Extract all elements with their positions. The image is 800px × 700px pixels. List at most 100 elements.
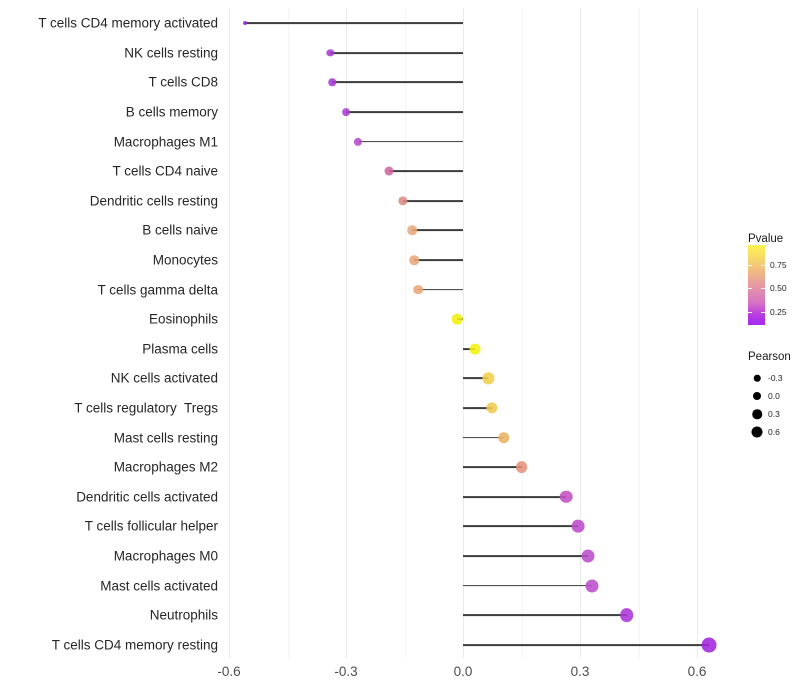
minor-gridline (638, 8, 640, 658)
data-point-dot (353, 137, 362, 146)
data-point-dot (469, 343, 481, 355)
category-label: Eosinophils (148, 311, 218, 327)
data-point-dot (581, 549, 595, 563)
lollipop-stem (463, 377, 489, 380)
major-gridline (697, 8, 698, 658)
category-label: Macrophages M1 (113, 134, 218, 150)
data-point-dot (384, 166, 394, 176)
data-point-dot (482, 372, 494, 384)
pvalue-colorbar (748, 245, 765, 325)
pearson-legend-label: 0.0 (768, 391, 780, 401)
data-point-dot (571, 519, 585, 533)
data-point-dot (585, 579, 599, 593)
category-label: T cells regulatory Tregs (74, 400, 218, 416)
lollipop-stem (388, 170, 463, 173)
category-label: Mast cells resting (113, 430, 218, 446)
category-label: Neutrophils (149, 607, 218, 623)
category-label: Plasma cells (142, 341, 218, 357)
data-point-dot (560, 490, 573, 504)
data-point-dot (515, 461, 528, 474)
data-point-dot (342, 108, 350, 116)
data-point-dot (397, 196, 408, 206)
lollipop-stem (463, 466, 522, 469)
major-gridline (463, 8, 464, 658)
colorbar-tick (761, 312, 765, 314)
colorbar-tick-label: 0.50 (770, 283, 787, 294)
category-label: Monocytes (152, 252, 218, 268)
data-point-dot (498, 431, 510, 444)
major-gridline (346, 8, 347, 658)
data-point-dot (328, 78, 337, 87)
major-gridline (580, 8, 581, 658)
data-point-dot (486, 402, 498, 414)
colorbar-tick-label: 0.75 (770, 260, 787, 270)
colorbar-tick (761, 265, 765, 266)
lollipop-stem (463, 347, 475, 350)
data-point-dot (407, 225, 418, 236)
lollipop-stem (346, 111, 463, 113)
colorbar-tick (748, 288, 752, 290)
x-tick-label: -0.3 (334, 664, 358, 679)
category-label: B cells memory (125, 104, 218, 120)
category-label: T cells follicular helper (84, 518, 218, 534)
lollipop-stem (463, 584, 592, 587)
pearson-legend-label: 0.3 (768, 409, 780, 419)
pearson-legend-label: 0.6 (768, 427, 780, 437)
category-label: NK cells activated (110, 370, 218, 386)
pearson-legend-dot (751, 426, 763, 438)
data-point-dot (242, 21, 247, 26)
colorbar-tick (748, 312, 752, 314)
data-point-dot (451, 313, 463, 325)
category-label: Dendritic cells activated (76, 489, 218, 505)
category-label: Macrophages M2 (113, 459, 218, 475)
category-label: T cells CD4 memory resting (51, 637, 218, 653)
lollipop-stem (412, 229, 463, 232)
lollipop-stem (402, 199, 463, 202)
category-label: T cells CD4 memory activated (38, 15, 218, 31)
x-tick-label: 0.6 (687, 664, 707, 679)
lollipop-stem (357, 140, 463, 143)
data-point-dot (701, 637, 717, 653)
pvalue-legend-title: Pvalue (748, 233, 784, 245)
minor-gridline (521, 8, 523, 658)
data-point-dot (413, 284, 423, 295)
lollipop-stem (330, 51, 463, 54)
colorbar-tick (761, 288, 765, 290)
minor-gridline (404, 8, 406, 658)
minor-gridline (287, 8, 289, 658)
category-label: Dendritic cells resting (89, 193, 218, 209)
lollipop-stem (418, 288, 463, 291)
lollipop-stem (332, 81, 463, 84)
lollipop-stem (463, 436, 504, 439)
lollipop-stem (463, 614, 627, 617)
category-label: Macrophages M0 (113, 548, 218, 564)
pearson-legend-dot (752, 409, 762, 419)
colorbar-tick-label: 0.25 (770, 307, 787, 318)
pearson-legend-dot (753, 392, 761, 400)
x-tick-label: 0.3 (570, 664, 590, 679)
data-point-dot (326, 49, 335, 57)
pearson-legend-title: Pearson (748, 351, 791, 363)
data-point-dot (409, 255, 420, 265)
x-tick-label: -0.6 (217, 664, 241, 679)
category-label: NK cells resting (124, 45, 218, 61)
lollipop-stem (414, 259, 463, 261)
lollipop-stem (244, 22, 463, 25)
data-point-dot (619, 608, 634, 623)
major-gridline (229, 8, 230, 658)
category-label: T cells CD8 (148, 74, 218, 90)
category-label: Mast cells activated (100, 578, 218, 594)
lollipop-stem (463, 555, 588, 557)
colorbar-tick (748, 265, 752, 266)
lollipop-stem (463, 407, 493, 409)
category-label: T cells CD4 naive (112, 163, 218, 179)
category-label: T cells gamma delta (97, 282, 218, 298)
x-tick-label: 0.0 (453, 664, 473, 679)
pearson-legend-label: -0.3 (768, 373, 783, 383)
pearson-legend-dot (753, 374, 761, 382)
lollipop-stem (463, 643, 709, 646)
category-label: B cells naive (142, 222, 218, 238)
lollipop-stem (463, 495, 567, 498)
lollipop-stem (463, 525, 579, 528)
